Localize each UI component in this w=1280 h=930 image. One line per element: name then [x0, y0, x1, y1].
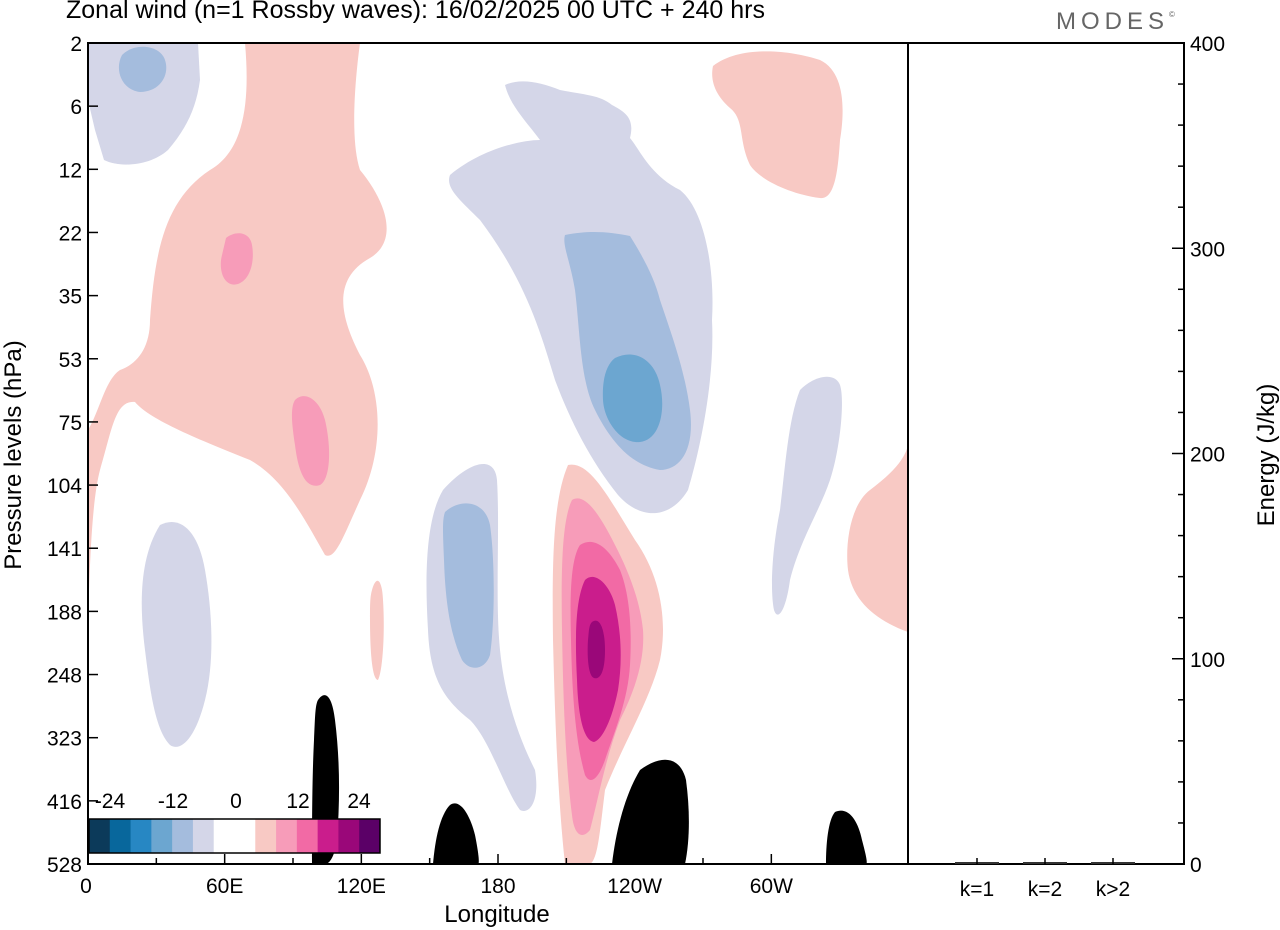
pressure-tick-label: 528 [47, 854, 82, 877]
colorbar-swatch [89, 819, 111, 853]
pressure-tick-label: 75 [59, 412, 82, 435]
contour-region--18 [602, 354, 663, 443]
x-axis-title: Longitude [444, 901, 549, 928]
colorbar-swatch [109, 819, 132, 853]
contour-region [612, 759, 689, 864]
colorbar-swatch [213, 819, 235, 853]
energy-tick-label: 0 [1190, 854, 1202, 877]
colorbar-label: 24 [347, 790, 371, 813]
longitude-tick-label: 60E [206, 875, 243, 898]
energy-tick-label: 300 [1190, 238, 1225, 261]
pressure-axis: 2 6 12 22 35 53 75 104 141 188 248 323 416 528 [47, 33, 98, 877]
pressure-tick-label: 12 [59, 159, 82, 182]
energy-category-label: k=2 [1028, 878, 1062, 901]
colorbar-swatch [172, 819, 194, 853]
contour-region-+12 [291, 396, 330, 486]
contour-region--6 [141, 522, 212, 747]
energy-tick-label: 400 [1190, 33, 1225, 56]
contour-field [88, 43, 908, 864]
colorbar-label: 0 [230, 790, 242, 813]
colorbar [88, 818, 381, 854]
contour-region [826, 810, 867, 864]
energy-tick-label: 100 [1190, 649, 1225, 672]
longitude-tick-label: 180 [480, 875, 515, 898]
energy-plot-frame [907, 42, 1185, 865]
contour-region-+6 [370, 580, 384, 680]
pressure-tick-label: 53 [59, 349, 82, 372]
colorbar-swatch [338, 819, 360, 853]
energy-tick-label: 200 [1190, 444, 1225, 467]
pressure-tick-label: 248 [47, 665, 82, 688]
contour-region--6 [168, 596, 182, 635]
energy-axis-title: Energy (J/kg) [1253, 384, 1280, 527]
longitude-tick-label: 120E [337, 875, 386, 898]
contour-region-+30 [587, 620, 605, 679]
pressure-tick-label: 2 [70, 33, 82, 56]
colorbar-label: -24 [95, 790, 126, 813]
colorbar-swatch [296, 819, 319, 853]
contour-region--12 [118, 46, 167, 92]
energy-category-label: k>2 [1096, 878, 1130, 901]
brand-copyright-mark: © [1169, 10, 1175, 19]
longitude-tick-label: 120W [607, 875, 662, 898]
energy-axis: 0 100 200 300 400 [1172, 33, 1225, 877]
longitude-axis: 0 60E 120E 180 120W 60W [80, 854, 909, 898]
energy-category-label: k=1 [960, 878, 994, 901]
colorbar-swatch [192, 819, 215, 853]
contour-region-+6 [847, 445, 908, 632]
pressure-tick-label: 141 [47, 538, 82, 561]
contour-region [433, 803, 479, 864]
contour-region--6 [88, 43, 200, 165]
pressure-tick-label: 416 [47, 791, 82, 814]
contour-region--6 [772, 376, 842, 615]
contour-region--12 [443, 503, 494, 668]
colorbar-swatch [234, 819, 256, 853]
colorbar-swatch [130, 819, 152, 853]
contour-region-+6 [881, 544, 890, 556]
pressure-tick-label: 188 [47, 601, 82, 624]
colorbar-labels: -24 -12 0 12 24 [95, 790, 371, 813]
colorbar-swatch [276, 819, 298, 853]
pressure-tick-label: 104 [47, 475, 82, 498]
modes-brand-logo: MODES© [1056, 8, 1175, 36]
chart-title: Zonal wind (n=1 Rossby waves): 16/02/202… [66, 0, 765, 24]
colorbar-swatch [255, 819, 277, 853]
longitude-tick-label: 0 [80, 875, 92, 898]
colorbar-label: 12 [286, 790, 309, 813]
pressure-tick-label: 22 [59, 222, 82, 245]
contour-region-+12 [220, 233, 253, 285]
energy-bars: k=1 k=2 k>2 [955, 858, 1135, 901]
contour-region-+6 [712, 51, 843, 199]
colorbar-swatch [151, 819, 173, 853]
y-axis-title: Pressure levels (hPa) [0, 340, 27, 569]
brand-text: MODES [1056, 8, 1170, 35]
pressure-tick-label: 6 [70, 96, 82, 119]
colorbar-label: -12 [158, 790, 188, 813]
colorbar-swatch [359, 819, 381, 853]
longitude-tick-label: 60W [750, 875, 793, 898]
pressure-tick-label: 323 [47, 728, 82, 751]
pressure-tick-label: 35 [59, 286, 82, 309]
colorbar-swatch [317, 819, 339, 853]
